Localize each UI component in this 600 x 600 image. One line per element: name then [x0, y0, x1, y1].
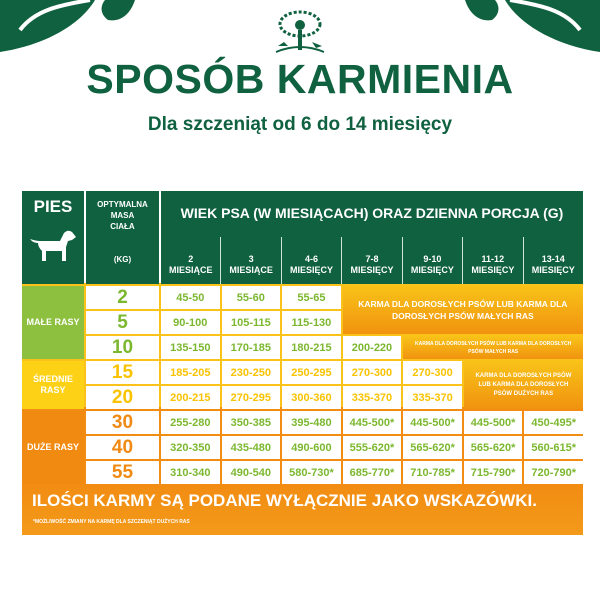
portion-value: 270-300 — [342, 361, 402, 384]
header-mass-line: MASA — [110, 211, 135, 220]
header-pies: PIES — [22, 191, 84, 284]
month-unit: MIESIĘCY — [531, 265, 575, 275]
portion-value: 255-280 — [161, 411, 220, 434]
portion-value: 560-615* — [524, 436, 583, 459]
mass-value: 40 — [86, 436, 159, 459]
portion-value: 450-495* — [524, 411, 583, 434]
portion-value: 105-115 — [221, 311, 281, 334]
puppy-silhouette-icon — [30, 230, 76, 261]
header-mass-unit: (KG) — [113, 255, 132, 264]
portion-value: 300-360 — [282, 386, 341, 409]
page-subtitle: Dla szczeniąt od 6 do 14 miesięcy — [147, 114, 453, 135]
mass-value: 20 — [86, 386, 159, 409]
portion-value: 555-620* — [342, 436, 402, 459]
month-header: 7-8 MIESIĘCY — [341, 237, 401, 284]
month-number: 4-6 — [305, 254, 319, 264]
portion-value: 445-500* — [342, 411, 402, 434]
header-mass-line: OPTYMALNA — [97, 200, 148, 209]
mass-value: 10 — [86, 336, 159, 359]
portion-value: 200-220 — [342, 336, 402, 359]
portion-value: 580-730* — [282, 461, 341, 484]
portion-value: 170-185 — [221, 336, 281, 359]
portion-value: 335-370 — [342, 386, 402, 409]
portion-value: 115-130 — [282, 311, 341, 334]
portion-value: 250-295 — [282, 361, 341, 384]
month-unit: MIESIĄCE — [168, 265, 213, 275]
month-number: 9-10 — [423, 254, 442, 264]
month-number: 11-12 — [481, 254, 505, 264]
month-header: 11-12 MIESIĘCY — [462, 237, 522, 284]
page-title: SPOSÓB KARMIENIA — [86, 56, 514, 102]
portion-value: 45-50 — [161, 286, 220, 309]
mass-value: 5 — [86, 311, 159, 334]
portion-value: 320-350 — [161, 436, 220, 459]
month-header: 13-14 MIESIĘCY — [522, 237, 583, 284]
portion-value: 350-385 — [221, 411, 281, 434]
portion-value: 445-500* — [403, 411, 462, 434]
month-number: 7-8 — [365, 254, 379, 264]
adult-food-note: KARMA DLA DOROSŁYCH PSÓW LUB KARMA DLA D… — [403, 336, 583, 359]
portion-value: 270-295 — [221, 386, 281, 409]
portion-value: 565-620* — [403, 436, 462, 459]
portion-value: 335-370 — [403, 386, 462, 409]
brand-logo-icon — [275, 10, 325, 53]
header-age-title: WIEK PSA (W MIESIĄCACH) ORAZ DZIENNA POR… — [180, 205, 564, 221]
portion-value: 710-785* — [403, 461, 462, 484]
portion-value: 715-790* — [463, 461, 523, 484]
month-header: 3 MIESIĄCE — [220, 237, 280, 284]
portion-value: 435-480 — [221, 436, 281, 459]
portion-value: 135-150 — [161, 336, 220, 359]
portion-value: 185-205 — [161, 361, 220, 384]
portion-value: 720-790* — [524, 461, 583, 484]
month-headers: 2 MIESIĄCE 3 MIESIĄCE 4-6 MIESIĘCY 7-8 MIESIĘCY… — [161, 227, 583, 284]
portion-value: 55-60 — [221, 286, 281, 309]
month-unit: MIESIĘCY — [471, 265, 515, 275]
portion-value: 490-540 — [221, 461, 281, 484]
month-unit: MIESIĘCY — [350, 265, 394, 275]
leaf-decoration-left-icon — [0, 0, 135, 52]
header-mass: OPTYMALNA MASA CIAŁA (KG) — [86, 191, 159, 284]
portion-value: 90-100 — [161, 311, 220, 334]
portion-value: 565-620* — [463, 436, 523, 459]
category-label: DUŻE RASY — [22, 411, 84, 484]
month-number: 2 — [188, 254, 194, 264]
category-label: MAŁE RASY — [22, 286, 84, 359]
category-label: ŚREDNIE RASY — [22, 361, 84, 409]
header-pies-label: PIES — [33, 197, 73, 216]
footer-banner: ILOŚCI KARMY SĄ PODANE WYŁĄCZNIE JAKO WS… — [22, 484, 583, 535]
mass-value: 55 — [86, 461, 159, 484]
month-unit: MIESIĘCY — [290, 265, 334, 275]
mass-value: 2 — [86, 286, 159, 309]
adult-food-note: KARMA DLA DOROSŁYCH PSÓW LUB KARMA DLA D… — [463, 361, 583, 409]
portion-value: 180-215 — [282, 336, 341, 359]
month-number: 3 — [248, 254, 254, 264]
header-mass-line: CIAŁA — [110, 222, 135, 231]
portion-value: 685-770* — [342, 461, 402, 484]
month-unit: MIESIĄCE — [229, 265, 273, 275]
leaf-decoration-right-icon — [465, 0, 600, 52]
month-header: 9-10 MIESIĘCY — [401, 237, 462, 284]
mass-value: 30 — [86, 411, 159, 434]
footer-footnote: *MOŻLIWOŚĆ ZMIANY NA KARMĘ DLA SZCZENIĄT… — [33, 519, 190, 525]
mass-value: 15 — [86, 361, 159, 384]
portion-value: 445-500* — [463, 411, 523, 434]
month-number: 13-14 — [541, 254, 565, 264]
header-age: WIEK PSA (W MIESIĄCACH) ORAZ DZIENNA POR… — [161, 191, 583, 284]
portion-value: 230-250 — [221, 361, 281, 384]
month-header: 2 MIESIĄCE — [161, 237, 220, 284]
month-unit: MIESIĘCY — [410, 265, 454, 275]
portion-value: 270-300 — [403, 361, 462, 384]
portion-value: 310-340 — [161, 461, 220, 484]
portion-value: 490-600 — [282, 436, 341, 459]
footer-disclaimer: ILOŚCI KARMY SĄ PODANE WYŁĄCZNIE JAKO WS… — [32, 491, 537, 510]
feeding-table: PIES OPTYMALNA MASA CIAŁA (KG) WIEK PSA … — [22, 191, 583, 484]
portion-value: 395-480 — [282, 411, 341, 434]
adult-food-note: KARMA DLA DOROSŁYCH PSÓW LUB KARMA DLA D… — [342, 286, 583, 334]
portion-value: 200-215 — [161, 386, 220, 409]
month-header: 4-6 MIESIĘCY — [280, 237, 341, 284]
portion-value: 55-65 — [282, 286, 341, 309]
